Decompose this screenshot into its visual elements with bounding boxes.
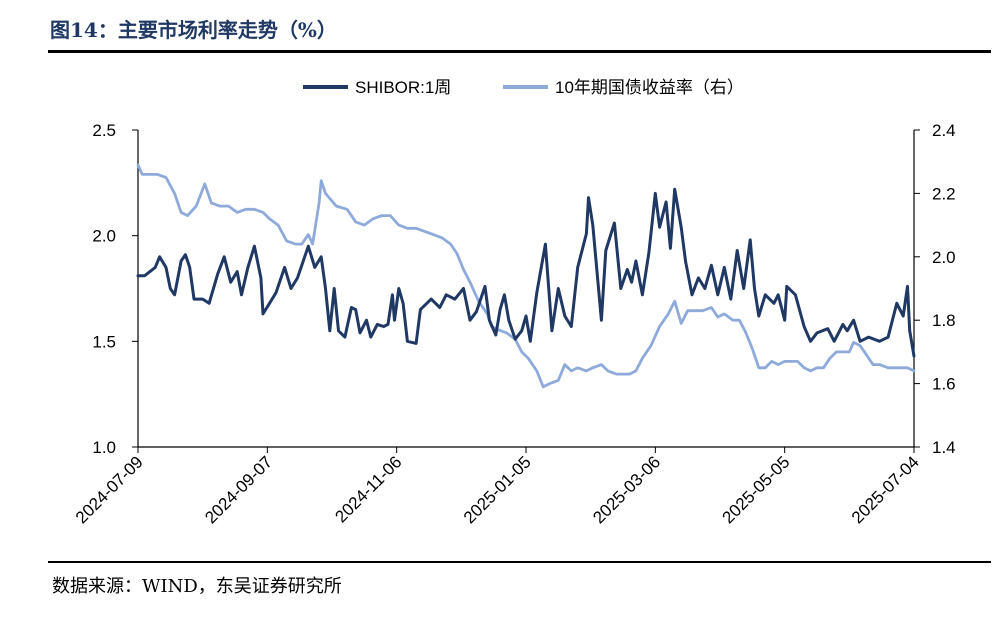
source-note: 数据来源：WIND，东吴证券研究所 [52, 576, 342, 597]
x-tick-label: 2024-09-07 [201, 452, 276, 527]
legend-label-bond: 10年期国债收益率（右） [555, 78, 744, 97]
top-rule [48, 50, 991, 53]
plot-area [136, 163, 916, 389]
right-y-tick-label: 1.4 [932, 438, 956, 457]
right-y-tick-label: 1.6 [932, 375, 956, 394]
x-tick-label: 2024-07-09 [72, 452, 147, 527]
x-tick-label: 2024-11-06 [331, 452, 405, 526]
x-tick-label: 2025-05-05 [719, 452, 794, 527]
x-tick-label: 2025-07-04 [848, 452, 923, 527]
figure-title: 图14：主要市场利率走势（%） [50, 18, 337, 42]
legend: SHIBOR:1周 10年期国债收益率（右） [303, 78, 744, 97]
right-y-tick-label: 2.0 [932, 248, 956, 267]
x-tick-label: 2025-03-06 [589, 452, 664, 527]
right-y-tick-label: 1.8 [932, 311, 956, 330]
series-line-bond [136, 163, 916, 389]
axes: 1.0 1.5 2.0 2.5 1.4 1.6 1.8 2.0 2.2 2.4 2024-07-09… [72, 121, 956, 527]
bottom-rule [48, 561, 991, 563]
left-y-tick-label: 2.0 [92, 227, 116, 246]
right-y-tick-label: 2.2 [932, 184, 956, 203]
series-line-shibor [136, 187, 916, 358]
left-y-tick-label: 1.0 [92, 438, 116, 457]
left-y-tick-label: 2.5 [92, 121, 116, 140]
x-tick-label: 2025-01-05 [460, 452, 535, 527]
left-y-tick-label: 1.5 [92, 332, 116, 351]
right-y-tick-label: 2.4 [932, 121, 956, 140]
legend-label-shibor: SHIBOR:1周 [355, 78, 451, 97]
